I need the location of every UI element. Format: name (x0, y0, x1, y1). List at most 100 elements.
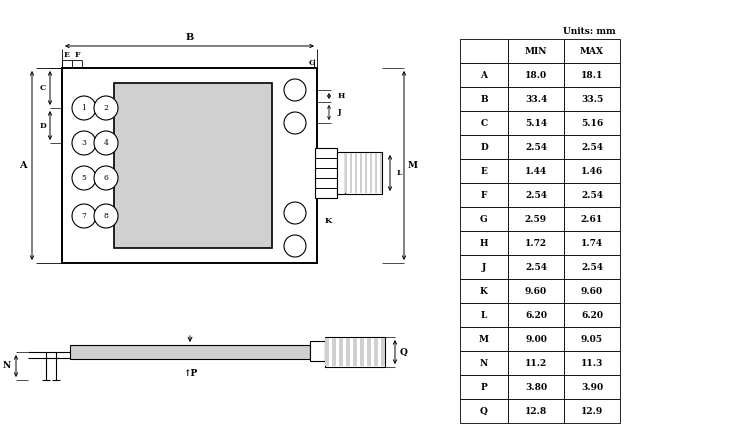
Bar (460, 159, 508, 183)
Text: 3.90: 3.90 (581, 383, 603, 391)
Text: 5.16: 5.16 (581, 119, 603, 128)
Text: 2.54: 2.54 (581, 190, 603, 200)
Text: 1.44: 1.44 (525, 166, 547, 175)
Bar (508, 351, 564, 375)
Text: M: M (479, 335, 489, 344)
Text: 11.2: 11.2 (525, 359, 547, 368)
Text: Q: Q (480, 406, 488, 415)
Bar (460, 207, 508, 231)
Text: 2: 2 (103, 104, 108, 112)
Bar (564, 303, 620, 327)
Text: 9.60: 9.60 (581, 286, 603, 295)
Bar (564, 351, 620, 375)
Text: F: F (481, 190, 487, 200)
Bar (508, 39, 564, 63)
Bar (346, 338, 350, 366)
Text: 18.1: 18.1 (580, 71, 603, 80)
Bar (460, 255, 508, 279)
Bar (460, 351, 508, 375)
Text: 9.00: 9.00 (525, 335, 547, 344)
Bar (379, 153, 382, 193)
Text: 7: 7 (82, 212, 87, 220)
Bar (460, 279, 508, 303)
Bar (355, 153, 358, 193)
Bar (508, 63, 564, 87)
Bar (460, 375, 508, 399)
Text: P: P (481, 383, 488, 391)
Circle shape (94, 166, 118, 190)
Bar (564, 399, 620, 423)
Text: 6.20: 6.20 (525, 310, 547, 319)
Circle shape (94, 131, 118, 155)
Text: 2.61: 2.61 (581, 215, 603, 224)
Text: 6: 6 (103, 174, 108, 182)
Text: 33.4: 33.4 (525, 95, 547, 104)
Text: N: N (3, 362, 11, 371)
Bar (508, 207, 564, 231)
Text: F: F (74, 51, 80, 59)
Bar (332, 338, 336, 366)
Bar (508, 183, 564, 207)
Bar (62, 68, 317, 263)
Text: Units: mm: Units: mm (563, 27, 616, 36)
Text: Q: Q (400, 347, 408, 356)
Bar (460, 399, 508, 423)
Text: 2.54: 2.54 (525, 262, 547, 271)
Text: A: A (480, 71, 488, 80)
Bar (564, 87, 620, 111)
Bar (375, 153, 377, 193)
Text: D: D (480, 142, 488, 151)
Text: 9.60: 9.60 (525, 286, 547, 295)
Bar (564, 63, 620, 87)
Bar (310, 341, 325, 361)
Text: 1.72: 1.72 (525, 239, 547, 248)
Text: MAX: MAX (580, 46, 604, 55)
Bar (460, 135, 508, 159)
Bar (564, 159, 620, 183)
Bar (564, 327, 620, 351)
Text: 18.0: 18.0 (525, 71, 547, 80)
Bar (365, 153, 367, 193)
Bar (325, 338, 328, 366)
Bar (367, 338, 371, 366)
Text: C: C (40, 84, 46, 92)
Bar (114, 83, 272, 248)
Text: H: H (479, 239, 488, 248)
Text: 11.3: 11.3 (580, 359, 603, 368)
Bar (508, 159, 564, 183)
Text: H: H (338, 92, 346, 100)
Text: 4: 4 (103, 139, 108, 147)
Bar (564, 255, 620, 279)
Text: K: K (480, 286, 488, 295)
Bar (350, 153, 352, 193)
Circle shape (284, 202, 306, 224)
Text: 2.54: 2.54 (581, 262, 603, 271)
Bar (564, 135, 620, 159)
Text: 1.46: 1.46 (581, 166, 603, 175)
Bar (337, 152, 345, 194)
Circle shape (72, 96, 96, 120)
Bar (460, 231, 508, 255)
Circle shape (94, 96, 118, 120)
Text: 1.74: 1.74 (581, 239, 603, 248)
Bar (460, 87, 508, 111)
Bar (345, 152, 382, 194)
Bar (564, 39, 620, 63)
Bar (564, 279, 620, 303)
Text: G: G (309, 59, 316, 67)
Circle shape (72, 204, 96, 228)
Bar (564, 375, 620, 399)
Bar (564, 111, 620, 135)
Bar (339, 338, 343, 366)
Bar (508, 399, 564, 423)
Bar (508, 255, 564, 279)
Bar (345, 153, 348, 193)
Bar (460, 183, 508, 207)
Text: J: J (482, 262, 486, 271)
Text: D: D (40, 122, 46, 129)
Text: 3.80: 3.80 (525, 383, 547, 391)
Text: 5.14: 5.14 (525, 119, 547, 128)
Bar (460, 63, 508, 87)
Bar (564, 231, 620, 255)
Bar (508, 87, 564, 111)
